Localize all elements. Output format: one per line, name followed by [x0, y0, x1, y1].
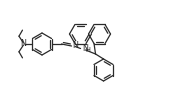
Text: H: H — [86, 47, 91, 53]
Text: N: N — [82, 44, 88, 53]
Text: N: N — [20, 39, 26, 48]
Text: N: N — [72, 41, 78, 50]
